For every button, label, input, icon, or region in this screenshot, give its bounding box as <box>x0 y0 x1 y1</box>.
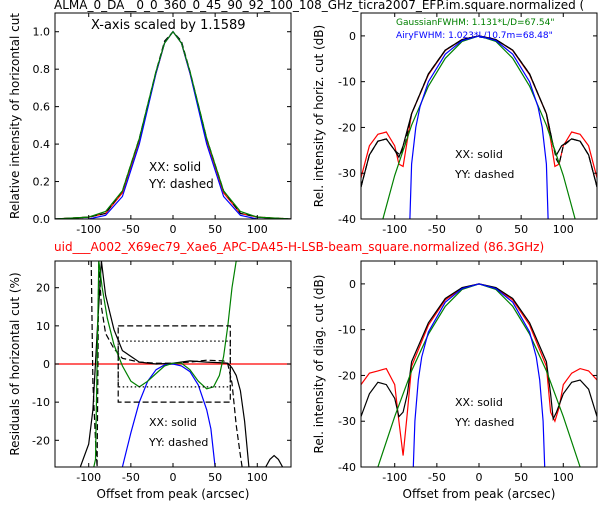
annotation-xscale: X-axis scaled by 1.1589 <box>91 18 246 33</box>
series-group <box>55 261 291 467</box>
x-tick-label: 100 <box>247 223 268 236</box>
y-tick-label: 0.4 <box>33 138 51 151</box>
annotation-xx: XX: solid <box>149 160 201 174</box>
x-tick-label: 0 <box>170 223 177 236</box>
y-tick-label: 0.0 <box>33 213 51 226</box>
y-tick-label: -40 <box>338 461 356 474</box>
x-tick-label: -100 <box>382 223 407 236</box>
x-tick-label: -50 <box>428 471 446 484</box>
series-line-green-solid-3 <box>55 30 291 219</box>
y-tick-label: 1.0 <box>33 26 51 39</box>
y-tick-label: -10 <box>338 324 356 337</box>
series-group <box>55 30 291 219</box>
annotation-yy: YY: dashed <box>454 168 514 181</box>
series-line-black-dotted-6 <box>117 340 231 388</box>
x-tick-label: 0 <box>170 471 177 484</box>
x-axis-label: Offset from peak (arcsec) <box>403 487 556 501</box>
series-line-black-solid-1 <box>79 261 284 467</box>
annotation-xx: XX: solid <box>455 148 503 161</box>
series-line-blue-solid-4 <box>409 35 549 219</box>
y-tick-label: 0.2 <box>33 176 51 189</box>
x-tick-label: 50 <box>208 471 222 484</box>
y-tick-label: -30 <box>338 167 356 180</box>
y-tick-label: -20 <box>338 121 356 134</box>
annotation-yy: YY: dashed <box>148 177 214 191</box>
series-line-red-solid-0 <box>361 283 597 456</box>
series-group <box>361 35 597 219</box>
x-tick-label: 50 <box>208 223 222 236</box>
y-axis-label: Relative intensity of horizontal cut <box>8 13 22 219</box>
y-tick-label: 0 <box>349 30 356 43</box>
x-tick-label: -50 <box>122 471 140 484</box>
y-axis-label: Rel. intensity of diag. cut (dB) <box>312 275 326 454</box>
x-tick-label: 100 <box>553 471 574 484</box>
x-tick-label: 50 <box>514 471 528 484</box>
y-tick-label: 0 <box>43 358 50 371</box>
x-tick-label: -50 <box>428 223 446 236</box>
x-tick-label: -50 <box>122 223 140 236</box>
y-tick-label: -10 <box>32 396 50 409</box>
annotation-xx: XX: solid <box>455 396 503 409</box>
axes-frame <box>360 12 598 220</box>
y-tick-label: -10 <box>338 76 356 89</box>
panel-horizontal-cut: X-axis scaled by 1.1589 XX: solid YY: da… <box>8 12 292 236</box>
annotation-yy: YY: dashed <box>148 436 208 449</box>
annotation-xx: XX: solid <box>149 416 197 429</box>
series-line-green-solid-4 <box>93 261 241 467</box>
y-tick-label: 10 <box>36 320 50 333</box>
x-tick-label: -100 <box>382 471 407 484</box>
series-line-black-dashed-2 <box>90 261 245 467</box>
top-title: ALMA_0_DA__0_0_360_0_45_90_92_100_108_GH… <box>54 0 584 12</box>
middle-title: uid___A002_X69ec79_Xae6_APC-DA45-H-LSB-b… <box>54 240 544 254</box>
y-tick-label: -20 <box>338 369 356 382</box>
x-tick-label: 0 <box>476 471 483 484</box>
x-axis-label: Offset from peak (arcsec) <box>97 487 250 501</box>
panel-diagonal-cut-db: XX: solid YY: dashed -100 -50 0 50 100-40-30… <box>312 260 598 501</box>
x-tick-label: 100 <box>553 223 574 236</box>
panel-horizontal-cut-db: GaussianFWHM: 1.131*L/D=67.54" AiryFWHM:… <box>312 12 598 236</box>
axes-frame <box>360 260 598 468</box>
y-tick-label: 0.8 <box>33 63 51 76</box>
series-group <box>361 283 597 467</box>
y-tick-label: 20 <box>36 282 50 295</box>
x-tick-label: -100 <box>76 223 101 236</box>
x-tick-label: 50 <box>514 223 528 236</box>
y-tick-label: 0.6 <box>33 101 51 114</box>
y-axis-label: Rel. intensity of horiz. cut (dB) <box>312 25 326 207</box>
y-tick-label: -40 <box>338 213 356 226</box>
y-tick-label: -20 <box>32 434 50 447</box>
annotation-gaussian-fwhm: GaussianFWHM: 1.131*L/D=67.54" <box>396 18 554 28</box>
y-tick-label: 0 <box>349 278 356 291</box>
x-tick-label: -100 <box>76 471 101 484</box>
x-tick-label: 100 <box>247 471 268 484</box>
series-line-black-solid-1 <box>361 35 597 188</box>
panel-residuals: XX: solid YY: dashed -100 -50 0 50 100-20-10… <box>8 260 292 501</box>
annotation-yy: YY: dashed <box>454 416 514 429</box>
x-tick-label: 0 <box>476 223 483 236</box>
series-line-blue-solid-3 <box>412 283 546 467</box>
y-axis-label: Residuals of horizontal cut (%) <box>8 272 22 455</box>
y-tick-label: -30 <box>338 415 356 428</box>
annotation-airy-fwhm: AiryFWHM: 1.023*L/10.7m=68.48" <box>396 31 553 41</box>
series-line-black-dashed-2 <box>361 35 597 188</box>
